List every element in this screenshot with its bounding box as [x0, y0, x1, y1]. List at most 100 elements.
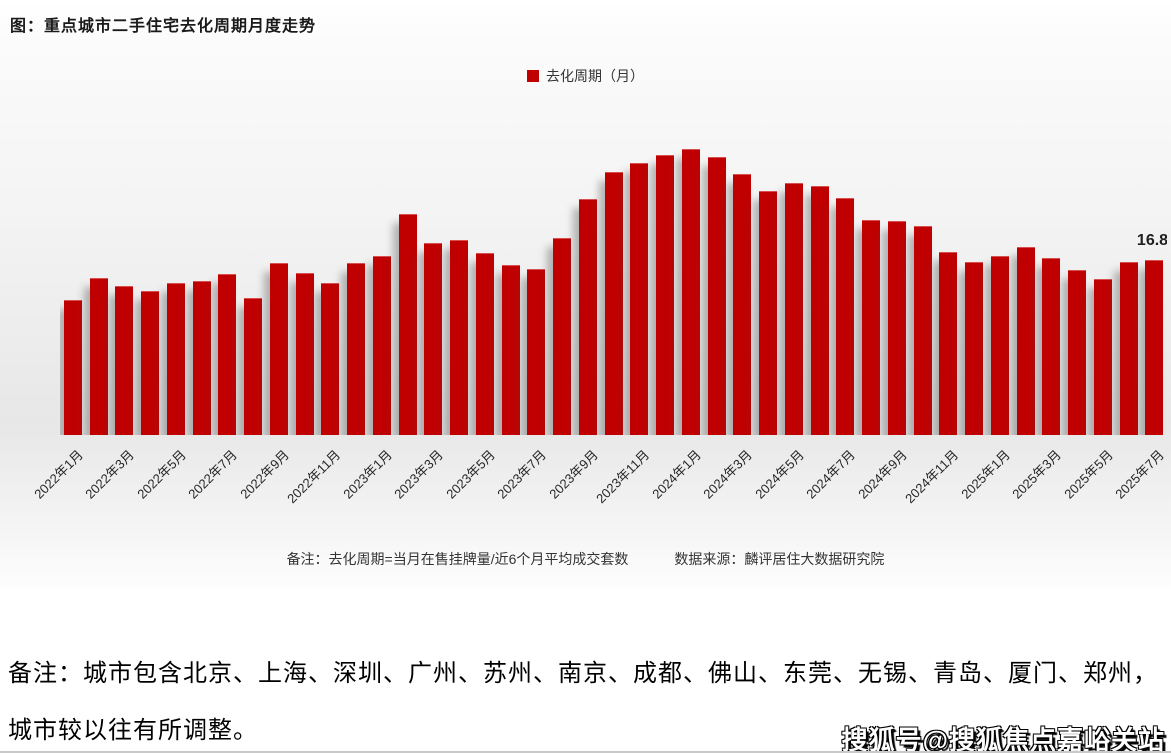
bar-slot — [549, 139, 575, 435]
bar-2023年9月 — [578, 199, 597, 435]
bar-2023年8月 — [553, 238, 572, 435]
bar-slot — [137, 139, 163, 435]
bar-2025年5月 — [1093, 278, 1112, 435]
bar-slot — [858, 139, 884, 435]
x-axis: 2022年1月 2022年3月 2022年5月 2022年7月 2022年9月 2022年… — [31, 435, 1168, 547]
bar-2023年3月 — [424, 243, 443, 435]
bar-2023年11月 — [630, 162, 649, 435]
bar-slot — [524, 139, 550, 435]
bar-2022年11月 — [321, 282, 340, 435]
bar-slot — [936, 139, 962, 435]
bar-slot — [446, 139, 472, 435]
bar-plot-area: 16.8 — [60, 139, 1167, 435]
bar-slot — [86, 139, 112, 435]
bar-2022年3月 — [115, 285, 134, 435]
bar-slot — [240, 139, 266, 435]
bar-slot — [1064, 139, 1090, 435]
bar-2025年7月 — [1145, 259, 1164, 435]
bar-2024年1月 — [681, 149, 700, 435]
footer-note-line1: 备注：城市包含北京、上海、深圳、广州、苏州、南京、成都、佛山、东莞、无锡、青岛、… — [8, 661, 1158, 687]
bar-slot — [678, 139, 704, 435]
bar-2023年5月 — [475, 252, 494, 435]
bar-2024年12月 — [965, 262, 984, 435]
bar-2025年4月 — [1068, 270, 1087, 435]
bar-2023年12月 — [656, 154, 675, 435]
bar-slot — [1090, 139, 1116, 435]
bar-2022年10月 — [295, 273, 314, 435]
bar-2022年5月 — [166, 282, 185, 435]
bar-slot — [318, 139, 344, 435]
bar-2024年7月 — [836, 198, 855, 435]
bar-2022年12月 — [347, 263, 366, 435]
bar-slot — [601, 139, 627, 435]
bar-slot — [1116, 139, 1142, 435]
bar-2023年10月 — [604, 172, 623, 435]
legend-swatch-icon — [527, 70, 539, 82]
bar-2024年8月 — [862, 220, 881, 435]
bar-2023年7月 — [527, 269, 546, 435]
chart-notes: 备注：去化周期=当月在售挂牌量/近6个月平均成交套数 数据来源：麟评居住大数据研… — [0, 549, 1171, 569]
bar-slot — [987, 139, 1013, 435]
bar-2024年2月 — [707, 156, 726, 435]
bar-2025年1月 — [990, 255, 1009, 435]
bar-slot — [472, 139, 498, 435]
bar-slot — [910, 139, 936, 435]
bar-2022年6月 — [192, 280, 211, 435]
bar-2024年5月 — [784, 182, 803, 435]
bar-slot — [292, 139, 318, 435]
chart-legend: 去化周期（月） — [0, 66, 1171, 86]
bar-2023年6月 — [501, 265, 520, 435]
bar-2025年3月 — [1042, 257, 1061, 435]
bar-slot — [961, 139, 987, 435]
bar-2024年9月 — [887, 221, 906, 435]
legend-label: 去化周期（月） — [546, 68, 644, 84]
bar-slot — [369, 139, 395, 435]
watermark: 搜狐号@搜狐焦点嘉峪关站 — [841, 725, 1165, 753]
bar-slot — [215, 139, 241, 435]
last-bar-value-label: 16.8 — [1136, 231, 1167, 249]
bar-slot — [189, 139, 215, 435]
destocking-cycle-chart: 图：重点城市二手住宅去化周期月度走势 去化周期（月） 16.8 2022年1月 2… — [0, 0, 1171, 588]
bar-2022年9月 — [269, 263, 288, 435]
bar-slot — [704, 139, 730, 435]
chart-title: 图：重点城市二手住宅去化周期月度走势 — [10, 18, 317, 35]
note-formula: 备注：去化周期=当月在售挂牌量/近6个月平均成交套数 — [286, 551, 629, 567]
bar-2024年11月 — [939, 251, 958, 435]
bar-2025年6月 — [1119, 262, 1138, 435]
bar-slot — [884, 139, 910, 435]
bar-2022年1月 — [63, 299, 82, 435]
bar-slot — [163, 139, 189, 435]
bar-slot — [60, 139, 86, 435]
bar-2024年6月 — [810, 185, 829, 435]
bar-2023年4月 — [450, 240, 469, 435]
bar-2023年1月 — [372, 255, 391, 435]
bar-slot — [498, 139, 524, 435]
footer-note: 备注：城市包含北京、上海、深圳、广州、苏州、南京、成都、佛山、东莞、无锡、青岛、… — [8, 646, 1167, 751]
bar-slot — [575, 139, 601, 435]
bar-slot: 16.8 — [1137, 139, 1167, 435]
bar-2024年4月 — [759, 191, 778, 435]
bar-slot — [730, 139, 756, 435]
bar-slot — [395, 139, 421, 435]
bar-2022年2月 — [89, 277, 108, 435]
bar-2024年3月 — [733, 174, 752, 435]
bar-slot — [266, 139, 292, 435]
bar-2022年4月 — [141, 291, 160, 435]
bar-slot — [807, 139, 833, 435]
bar-slot — [652, 139, 678, 435]
bar-2024年10月 — [913, 225, 932, 435]
bar-slot — [421, 139, 447, 435]
bar-2023年2月 — [398, 214, 417, 435]
bar-slot — [781, 139, 807, 435]
footer-note-line2: 城市较以往有所调整。 — [8, 718, 258, 744]
bar-slot — [627, 139, 653, 435]
bar-slot — [833, 139, 859, 435]
bar-2025年2月 — [1016, 247, 1035, 435]
bar-2022年7月 — [218, 274, 237, 435]
bar-slot — [1013, 139, 1039, 435]
x-tick-slot: 2025年7月 — [1113, 435, 1168, 547]
bar-slot — [343, 139, 369, 435]
bar-slot — [112, 139, 138, 435]
note-source: 数据来源：麟评居住大数据研究院 — [674, 551, 885, 567]
